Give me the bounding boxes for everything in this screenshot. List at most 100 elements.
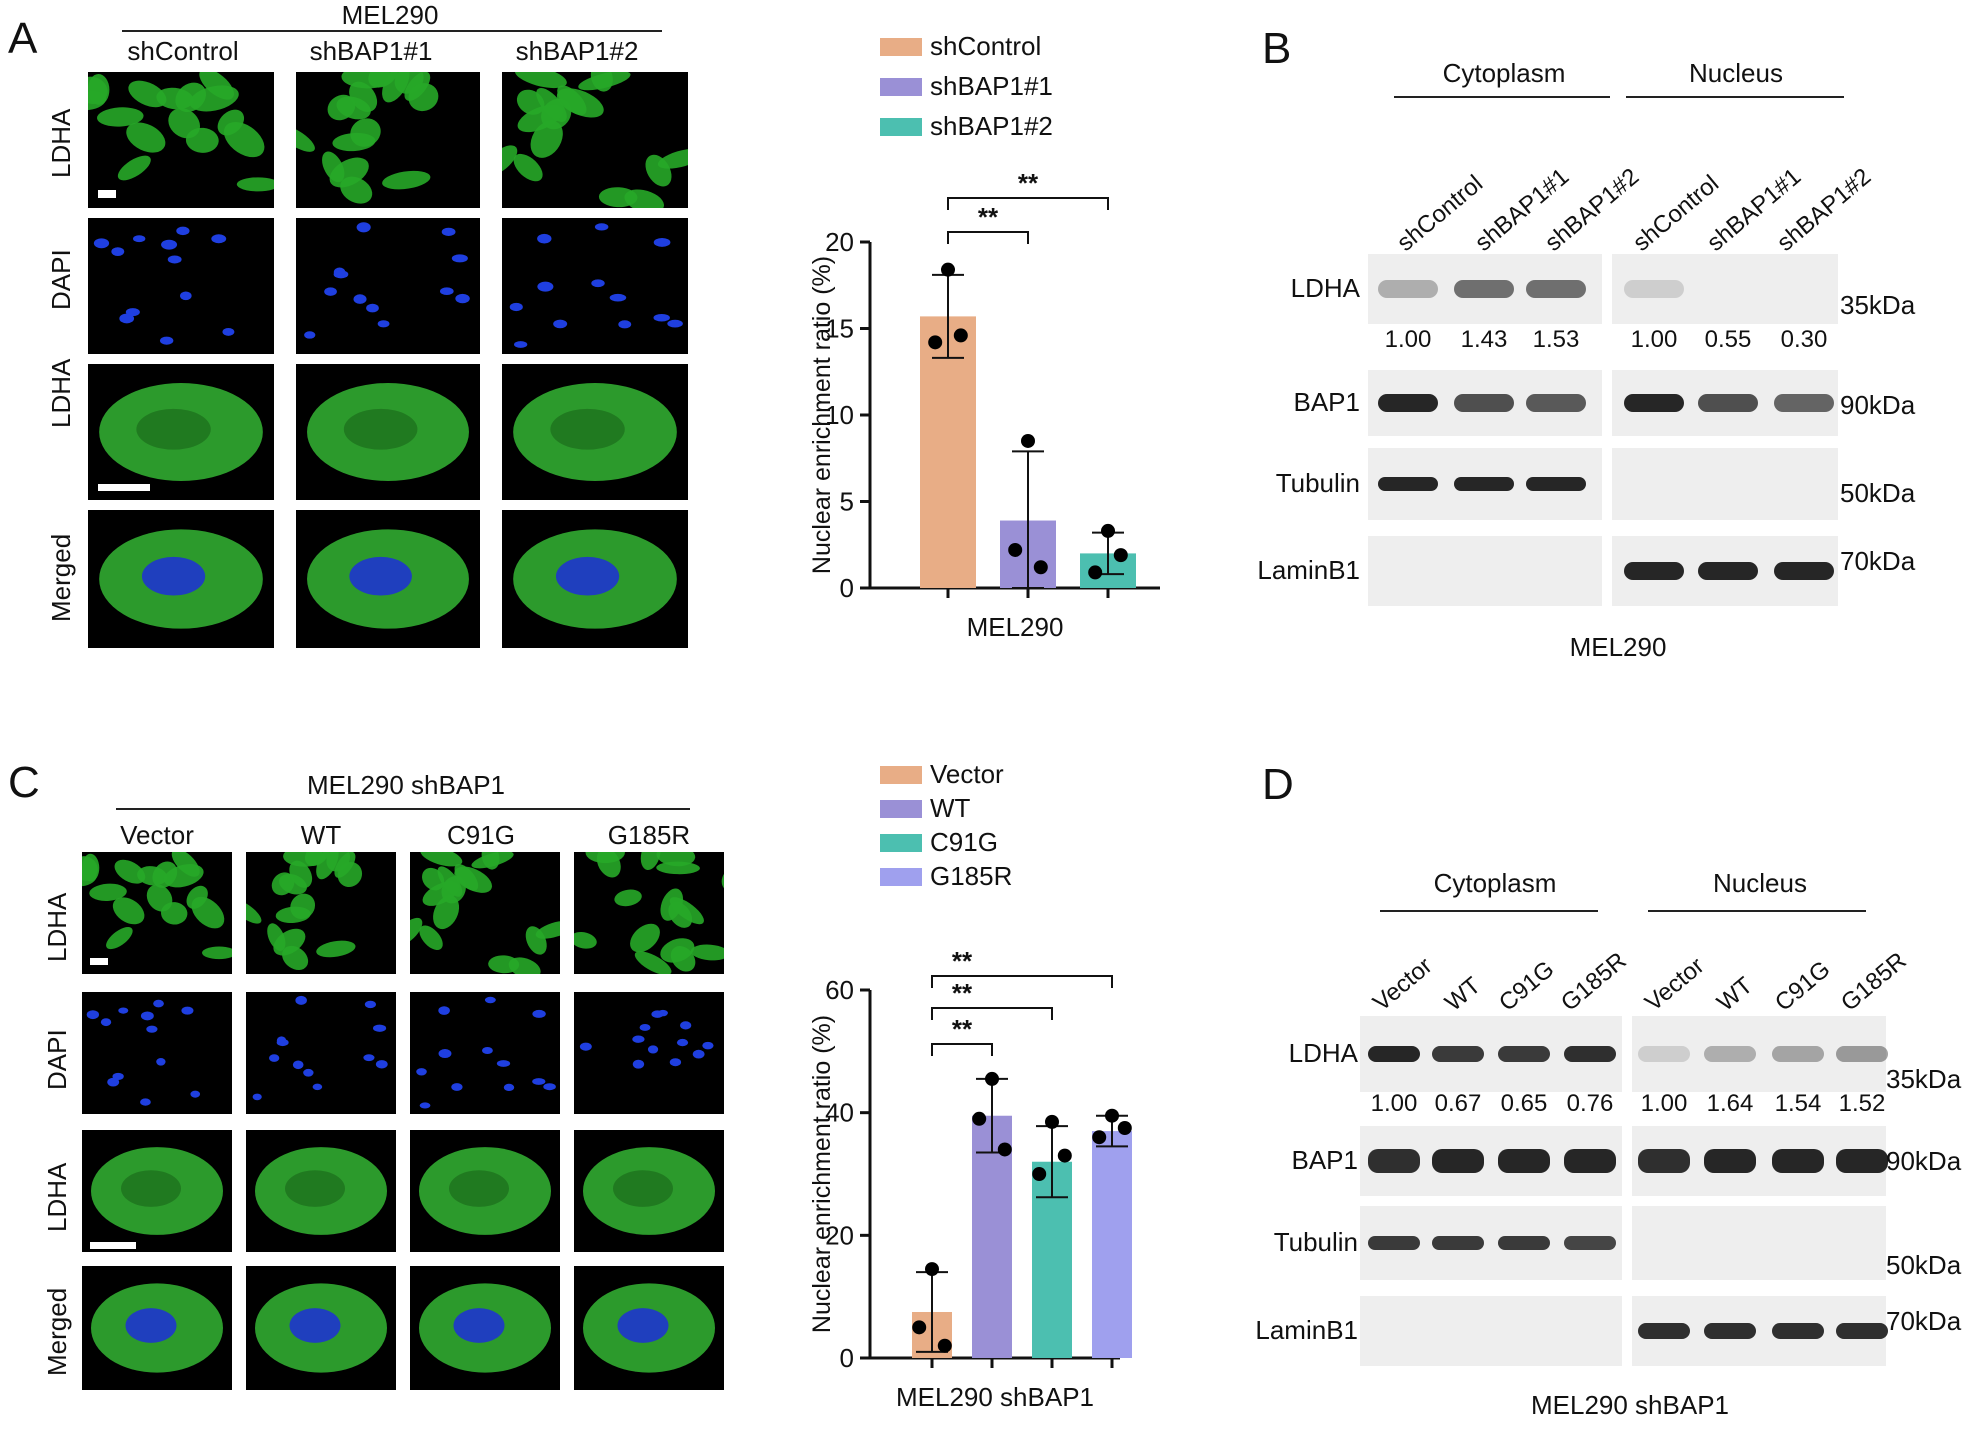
blot-strip [1632,1016,1888,1092]
protein-label: LaminB1 [1257,555,1360,585]
panel-a-micrograph [296,510,480,648]
panel-a-micrograph [88,510,274,648]
legend-label: shBAP1#2 [930,111,1053,141]
protein-label: BAP1 [1291,1145,1359,1175]
blot-band [1704,1323,1756,1339]
panel-c-micrograph [574,1130,724,1252]
panel-c-header-line [116,808,690,810]
panel-c-row-label: DAPI [42,1029,72,1090]
panel-a-row-label: DAPI [46,249,76,310]
legend-swatch [880,766,922,784]
bar [920,316,976,588]
panel-a-micrograph [296,72,480,208]
significance-bracket [931,1043,993,1056]
y-tick-label: 15 [825,314,854,344]
legend-swatch [880,868,922,886]
panel-c-micrograph [574,1266,724,1390]
panel-a-col-label: shControl [127,36,239,66]
data-point [1105,1108,1119,1123]
x-axis-label: MEL290 shBAP1 [896,1382,1094,1412]
data-point [912,1320,927,1335]
data-point [1088,565,1103,580]
blot-band [1498,1236,1550,1250]
lane-label: Vector [1640,952,1710,1017]
significance-label: ** [952,946,973,976]
blot-band [1836,1323,1888,1339]
blot-strip [1368,536,1602,606]
panel-b-fraction-nucleus: Nucleus [1689,58,1783,88]
blot-band [1774,562,1834,580]
scale-bar [98,484,150,491]
data-point [1101,523,1115,538]
blot-band [1564,1046,1616,1062]
panel-a-micrograph [502,510,688,648]
scale-bar [90,958,108,965]
lane-label: WT [1440,972,1486,1017]
panel-a-col-label: shBAP1#2 [515,36,639,66]
chart-c: 0 20 40 60 Nuclear enrichment ratio (%) MEL29… [808,946,1132,1412]
blot-band [1564,1236,1616,1250]
data-point [937,1338,952,1353]
blot-band [1624,562,1684,580]
blot-band [1836,1046,1888,1062]
ldha-quant-value: 0.67 [1434,1090,1482,1117]
legend-label: Vector [930,759,1004,789]
blot-strip [1368,448,1602,520]
blot-band [1526,280,1586,298]
legend-label: C91G [930,827,998,857]
data-point [997,1142,1012,1157]
blot-band [1378,394,1438,412]
panel-label-c: C [8,758,40,807]
panel-a-micrograph [296,218,480,354]
data-point [1113,548,1128,563]
significance-bracket [947,197,1109,210]
data-point [1033,560,1048,575]
protein-label: Tubulin [1275,468,1360,498]
blot-band [1368,1149,1420,1173]
scale-bar [90,1242,136,1249]
size-marker: 90kDa [1840,390,1916,420]
lane-label: C91G [1770,955,1836,1017]
panel-label-b: B [1262,24,1292,73]
blot-band [1638,1323,1690,1339]
blot-band [1704,1149,1756,1173]
ldha-quant-value: 0.65 [1500,1090,1548,1117]
panel-label-d: D [1262,760,1294,809]
blot-strip [1360,1296,1622,1366]
protein-label: LaminB1 [1255,1315,1358,1345]
blot-band [1454,477,1514,491]
legend-swatch [880,38,922,56]
ldha-quant-value: 1.54 [1774,1090,1822,1117]
panel-a-row-label: Merged [46,533,76,622]
chart-a-legend: shControl shBAP1#1 shBAP1#2 [880,31,1053,141]
blot-strip [1360,1016,1622,1092]
blot-strip [1612,448,1838,520]
panel-b-fraction-cytoplasm: Cytoplasm [1442,58,1566,88]
blot-band [1772,1046,1824,1062]
panel-a-micrograph [296,364,480,500]
protein-label: Tubulin [1273,1227,1358,1257]
y-tick-label: 20 [825,227,854,257]
legend-label: shControl [930,31,1041,61]
panel-c-micrograph [410,1130,560,1252]
data-point [1092,1130,1107,1145]
blot-strip [1612,536,1838,606]
legend-label: WT [930,793,971,823]
blot-band [1698,394,1758,412]
panel-a-row-label: LDHA [46,358,76,428]
panel-a-micrograph [502,218,688,354]
panel-a-micrograph [502,364,688,500]
panel-c-micrograph [82,992,232,1114]
significance-bracket [931,975,1113,988]
significance-label: ** [1018,168,1039,198]
blot-band [1772,1323,1824,1339]
panel-c-micrograph [410,992,560,1114]
y-tick-label: 0 [840,1343,854,1373]
panel-c-micrograph [410,852,560,974]
panel-c-micrograph [246,992,396,1114]
blot-band [1564,1149,1616,1173]
panel-c-col-label: WT [300,820,342,850]
panel-b-footer: MEL290 [1569,632,1667,662]
lane-label: C91G [1494,955,1560,1017]
